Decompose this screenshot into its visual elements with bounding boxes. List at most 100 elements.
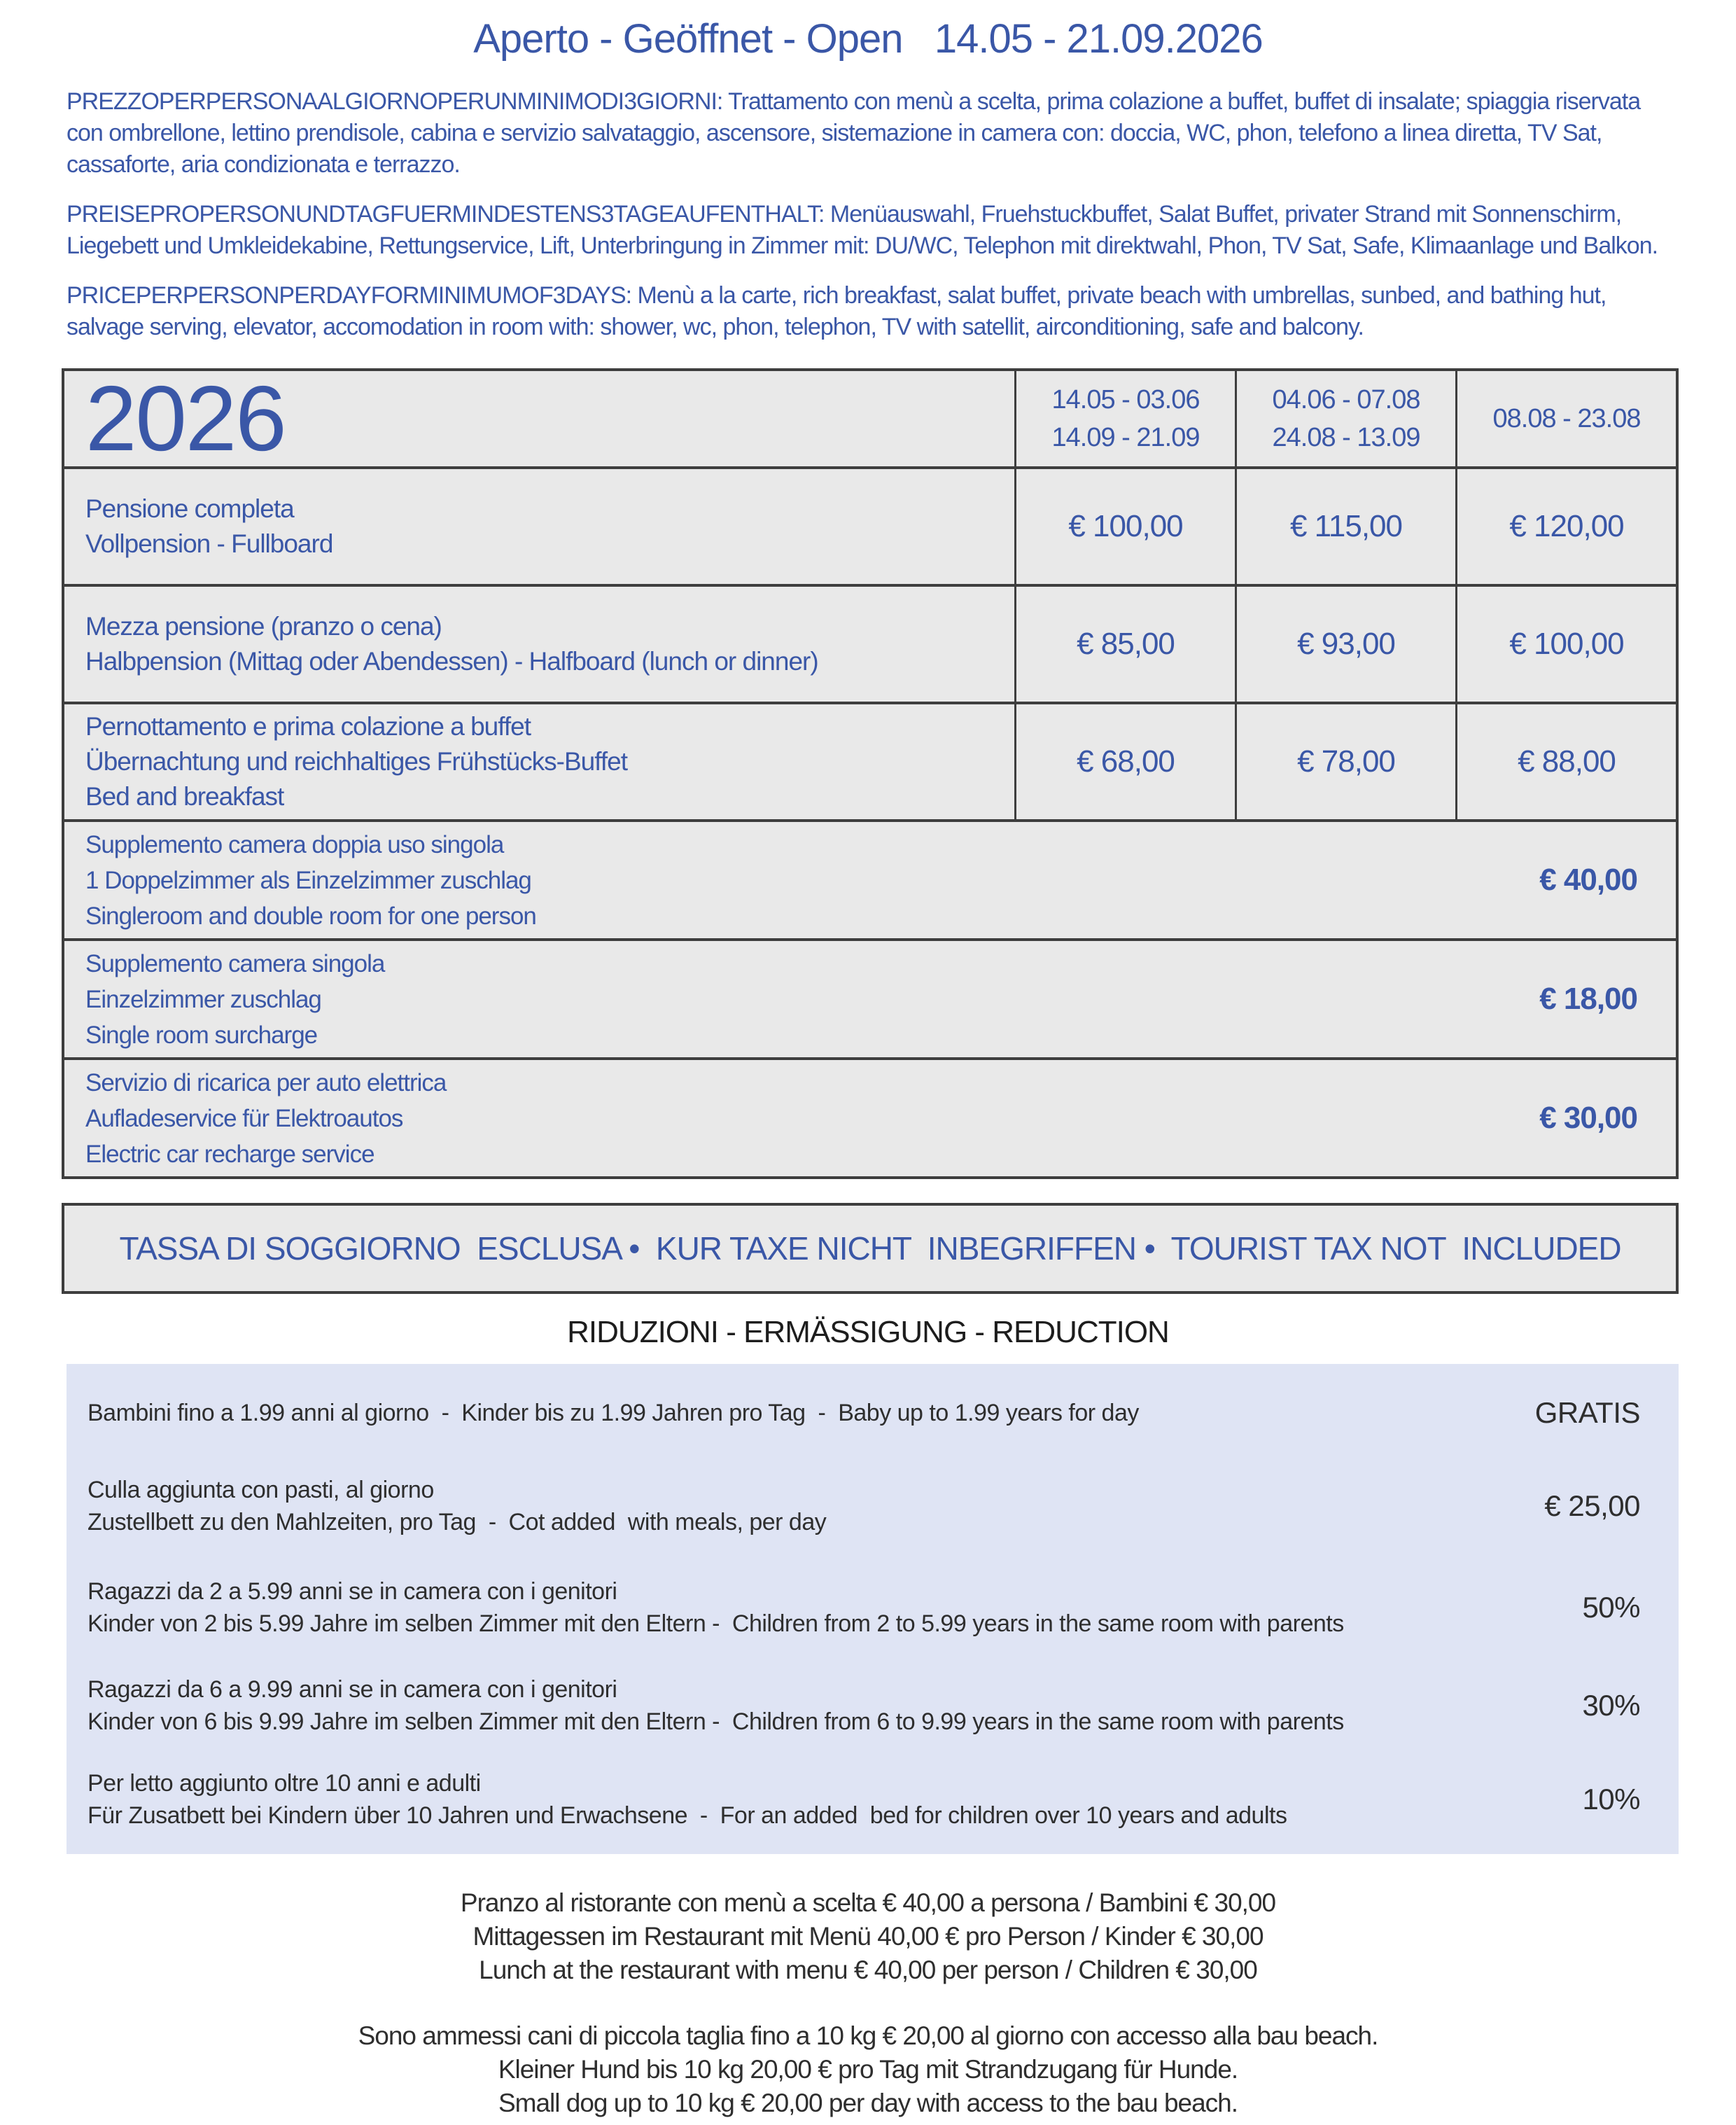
row-label-line: Übernachtung und reichhaltiges Frühstück…: [85, 747, 628, 776]
dog-note-line-german: Kleiner Hund bis 10 kg 20,00 € pro Tag m…: [498, 2055, 1238, 2084]
row-label-line: Supplemento camera doppia uso singola: [85, 830, 504, 858]
year-label: 2026: [85, 367, 287, 470]
row-label-line: Singleroom and double room for one perso…: [85, 902, 537, 930]
season-3-line-1: 08.08 - 23.08: [1492, 404, 1642, 433]
row-label-line: Halbpension (Mittag oder Abendessen) - H…: [85, 647, 819, 676]
table-row-bed-and-breakfast: Pernottamento e prima colazione a buffet…: [64, 702, 1676, 819]
price-value: € 120,00: [1509, 509, 1624, 543]
reduction-row-baby: Bambini fino a 1.99 anni al giorno - Kin…: [88, 1372, 1641, 1454]
reduction-label: Ragazzi da 6 a 9.99 anni se in camera co…: [88, 1673, 1344, 1738]
page-title: Aperto - Geöffnet - Open 14.05 - 21.09.2…: [473, 16, 1264, 62]
reduction-value: 50%: [1582, 1591, 1640, 1624]
price-cell: € 115,00: [1235, 469, 1455, 584]
reduction-row-added-bed: Per letto aggiunto oltre 10 anni e adult…: [88, 1755, 1640, 1844]
table-row-fullboard: Pensione completa Vollpension - Fullboar…: [64, 466, 1676, 584]
row-label: Pensione completa Vollpension - Fullboar…: [64, 469, 1014, 584]
price-value: € 93,00: [1297, 627, 1396, 661]
row-label-line: Bed and breakfast: [85, 782, 284, 811]
price-table: 2026 14.05 - 03.06 14.09 - 21.09 04.06 -…: [62, 368, 1679, 1179]
restaurant-note-line-italian: Pranzo al ristorante con menù a scelta €…: [460, 1888, 1276, 1917]
reduction-row-children-2-5: Ragazzi da 2 a 5.99 anni se in camera co…: [88, 1559, 1640, 1657]
table-row-halfboard: Mezza pensione (pranzo o cena) Halbpensi…: [64, 584, 1676, 702]
reduction-label: Per letto aggiunto oltre 10 anni e adult…: [88, 1767, 1287, 1832]
reduction-label-line: Zustellbett zu den Mahlzeiten, pro Tag -…: [88, 1509, 827, 1535]
price-cell: € 120,00: [1455, 469, 1676, 584]
reduction-label-line: Culla aggiunta con pasti, al giorno: [88, 1477, 434, 1503]
intro-paragraph-italian: PREZZOPERPERSONAALGIORNOPERUNMINIMODI3GI…: [66, 88, 1646, 178]
reduction-label-line: Per letto aggiunto oltre 10 anni e adult…: [88, 1770, 481, 1797]
row-label-line: Pensione completa: [85, 494, 295, 523]
tourist-tax-text: TASSA DI SOGGIORNO ESCLUSA • KUR TAXE NI…: [119, 1230, 1621, 1267]
year-cell: 2026: [64, 371, 1014, 466]
price-value: € 88,00: [1518, 744, 1616, 779]
supplement-price: € 30,00: [1539, 1101, 1638, 1135]
row-label-line: Einzelzimmer zuschlag: [85, 985, 322, 1013]
dog-note-line-english: Small dog up to 10 kg € 20,00 per day wi…: [498, 2089, 1238, 2117]
season-column-3: 08.08 - 23.08: [1455, 371, 1676, 466]
supplement-price: € 18,00: [1539, 982, 1638, 1016]
reduction-value: 30%: [1582, 1689, 1640, 1722]
price-value: € 100,00: [1509, 627, 1624, 661]
price-value: € 85,00: [1077, 627, 1175, 661]
reduction-label: Ragazzi da 2 a 5.99 anni se in camera co…: [88, 1575, 1344, 1640]
row-label-line: Aufladeservice für Elektroautos: [85, 1104, 403, 1132]
reduction-label-line: Ragazzi da 2 a 5.99 anni se in camera co…: [88, 1578, 617, 1605]
price-cell: € 100,00: [1455, 587, 1676, 702]
row-label-line: Vollpension - Fullboard: [85, 529, 333, 558]
price-value: € 115,00: [1289, 509, 1403, 543]
reduction-label: Culla aggiunta con pasti, al giorno Zust…: [88, 1474, 827, 1538]
price-cell: € 85,00: [1014, 587, 1235, 702]
table-row-ev-recharge: Servizio di ricarica per auto elettrica …: [64, 1057, 1676, 1176]
row-label-line: Mezza pensione (pranzo o cena): [85, 612, 442, 641]
season-column-2: 04.06 - 07.08 24.08 - 13.09: [1235, 371, 1455, 466]
price-cell: € 100,00: [1014, 469, 1235, 584]
restaurant-note-line-german: Mittagessen im Restaurant mit Menü 40,00…: [472, 1922, 1264, 1951]
row-label-line: 1 Doppelzimmer als Einzelzimmer zuschlag: [85, 866, 532, 894]
reduction-label-line: Für Zusatbett bei Kindern über 10 Jahren…: [88, 1802, 1287, 1829]
reduction-value: GRATIS: [1534, 1396, 1641, 1429]
table-row-single-room-supplement: Supplemento camera singola Einzelzimmer …: [64, 938, 1676, 1057]
price-value: € 100,00: [1068, 509, 1183, 543]
supplement-price: € 40,00: [1539, 863, 1638, 897]
price-cell: € 68,00: [1014, 704, 1235, 819]
reduction-value: 10%: [1582, 1783, 1640, 1816]
price-cell: € 93,00: [1235, 587, 1455, 702]
reduction-row-cot: Culla aggiunta con pasti, al giorno Zust…: [88, 1454, 1640, 1559]
price-cell: € 88,00: [1455, 704, 1676, 819]
intro-paragraph-german: PREISEPROPERSONUNDTAGFUERMINDESTENS3TAGE…: [66, 201, 1658, 259]
row-label: Servizio di ricarica per auto elettrica …: [64, 1059, 460, 1178]
reduction-label-line: Ragazzi da 6 a 9.99 anni se in camera co…: [88, 1676, 617, 1703]
reductions-title: RIDUZIONI - ERMÄSSIGUNG - REDUCTION: [567, 1315, 1170, 1349]
row-label: Mezza pensione (pranzo o cena) Halbpensi…: [64, 587, 1014, 702]
restaurant-note-line-english: Lunch at the restaurant with menu € 40,0…: [479, 1956, 1258, 1984]
intro-paragraph-english: PRICEPERPERSONPERDAYFORMINIMUMOF3DAYS: M…: [66, 282, 1612, 340]
row-label: Supplemento camera doppia uso singola 1 …: [64, 821, 550, 940]
reduction-label-line: Bambini fino a 1.99 anni al giorno - Kin…: [88, 1400, 1139, 1426]
price-table-header-row: 2026 14.05 - 03.06 14.09 - 21.09 04.06 -…: [64, 371, 1676, 466]
tourist-tax-banner: TASSA DI SOGGIORNO ESCLUSA • KUR TAXE NI…: [62, 1203, 1679, 1294]
reduction-row-children-6-9: Ragazzi da 6 a 9.99 anni se in camera co…: [88, 1657, 1640, 1755]
reduction-label: Bambini fino a 1.99 anni al giorno - Kin…: [88, 1397, 1139, 1429]
price-value: € 78,00: [1297, 744, 1396, 779]
table-row-single-use-supplement: Supplemento camera doppia uso singola 1 …: [64, 819, 1676, 938]
dog-note: Sono ammessi cani di piccola taglia fino…: [0, 2019, 1736, 2120]
reductions-panel: Bambini fino a 1.99 anni al giorno - Kin…: [66, 1364, 1679, 1854]
reduction-label-line: Kinder von 2 bis 5.99 Jahre im selben Zi…: [88, 1610, 1344, 1637]
row-label-line: Servizio di ricarica per auto elettrica: [85, 1068, 447, 1096]
reduction-value: € 25,00: [1544, 1489, 1640, 1522]
dog-note-line-italian: Sono ammessi cani di piccola taglia fino…: [358, 2021, 1379, 2050]
price-cell: € 78,00: [1235, 704, 1455, 819]
restaurant-note: Pranzo al ristorante con menù a scelta €…: [0, 1886, 1736, 1987]
price-value: € 68,00: [1077, 744, 1175, 779]
row-label: Supplemento camera singola Einzelzimmer …: [64, 940, 398, 1059]
row-label: Pernottamento e prima colazione a buffet…: [64, 704, 1014, 819]
row-label-line: Supplemento camera singola: [85, 949, 385, 977]
reduction-label-line: Kinder von 6 bis 9.99 Jahre im selben Zi…: [88, 1708, 1344, 1735]
row-label-line: Pernottamento e prima colazione a buffet: [85, 712, 531, 741]
season-2-line-1: 04.06 - 07.08: [1272, 385, 1421, 414]
season-column-1: 14.05 - 03.06 14.09 - 21.09: [1014, 371, 1235, 466]
season-2-line-2: 24.08 - 13.09: [1272, 423, 1421, 452]
row-label-line: Electric car recharge service: [85, 1140, 375, 1168]
row-label-line: Single room surcharge: [85, 1021, 318, 1049]
